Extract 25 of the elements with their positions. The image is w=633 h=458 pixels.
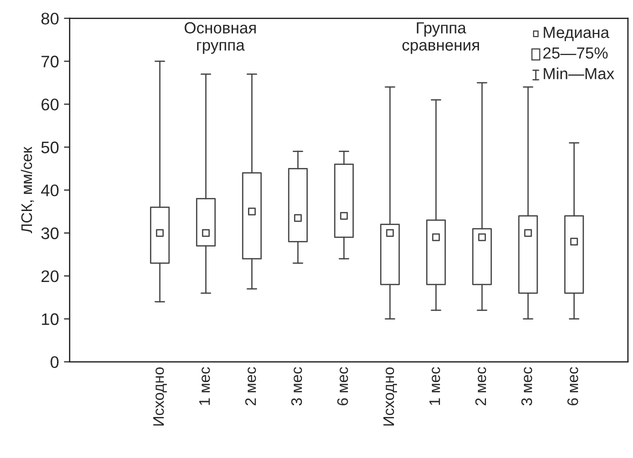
x-tick-label: 6 мес (337, 367, 348, 406)
annotation: Группа сравнения (402, 22, 479, 54)
x-tick-label: 6 мес (567, 367, 578, 406)
y-tick-label: 50 (41, 142, 59, 154)
annotation: 25—75% (543, 47, 608, 59)
x-tick-label: 1 мес (199, 367, 210, 405)
annotation: Основная группа (184, 22, 256, 54)
x-tick-label: 3 мес (291, 367, 302, 406)
x-tick-label: 1 мес (429, 367, 440, 405)
y-tick-label: 10 (42, 313, 59, 326)
y-tick-label: 40 (41, 184, 59, 196)
x-tick-label: Исходно (153, 367, 167, 426)
x-tick-label: 3 мес (521, 367, 532, 406)
x-tick-label: 2 мес (475, 367, 486, 406)
y-tick-label: 60 (42, 98, 59, 110)
y-tick-label: 30 (41, 227, 59, 240)
y-tick-label: 70 (42, 56, 59, 68)
annotation: Медиана (544, 26, 610, 42)
y-tick-label: 80 (41, 12, 59, 25)
x-tick-label: Исходно (383, 367, 397, 426)
y-axis-title: ЛСК, мм/сек (20, 146, 34, 234)
y-tick-label: 0 (50, 356, 59, 368)
y-tick-label: 20 (42, 270, 59, 282)
annotation: Min—Max (544, 68, 614, 80)
x-tick-label: 2 мес (245, 367, 256, 406)
